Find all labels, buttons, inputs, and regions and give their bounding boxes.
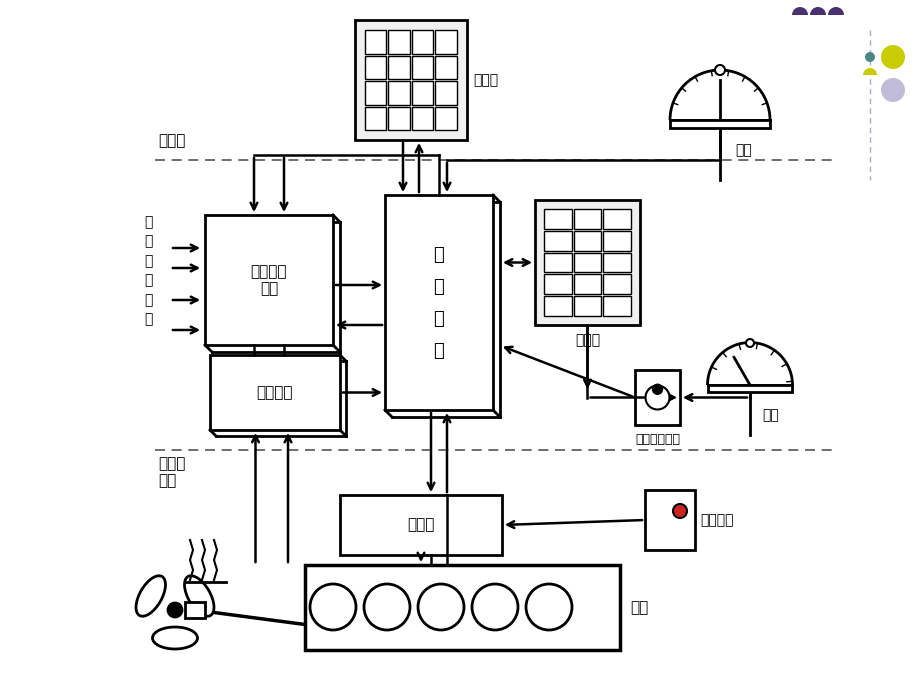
Ellipse shape [153, 627, 198, 649]
Bar [384, 195, 493, 410]
Bar [573, 230, 601, 250]
Bar [435, 55, 457, 79]
Bar [210, 355, 340, 430]
Bar [365, 55, 386, 79]
Bar [603, 296, 630, 316]
Bar [355, 20, 467, 140]
Text: 监控屏: 监控屏 [472, 73, 497, 87]
Bar [573, 296, 601, 316]
Text: 车钟: 车钟 [734, 143, 751, 157]
Circle shape [880, 45, 904, 69]
Wedge shape [791, 7, 807, 15]
Bar [573, 209, 601, 229]
Circle shape [673, 504, 686, 518]
Bar [603, 275, 630, 294]
Bar [388, 55, 410, 79]
Bar [435, 30, 457, 54]
Ellipse shape [136, 575, 165, 616]
Bar [435, 81, 457, 104]
Bar [708, 385, 791, 392]
Bar [412, 81, 433, 104]
Wedge shape [862, 68, 876, 75]
Bar [573, 253, 601, 273]
Bar [543, 296, 571, 316]
Bar [388, 106, 410, 130]
Bar [669, 120, 769, 128]
Bar [603, 230, 630, 250]
Circle shape [310, 584, 356, 630]
Bar [412, 106, 433, 130]
Text: 集控室
机舱: 集控室 机舱 [158, 456, 185, 489]
Bar [634, 370, 679, 425]
Text: 遥
控
装
置: 遥 控 装 置 [433, 246, 444, 359]
Bar [543, 230, 571, 250]
Bar [412, 55, 433, 79]
Circle shape [168, 603, 182, 617]
Bar [412, 30, 433, 54]
Bar [543, 275, 571, 294]
Bar [365, 81, 386, 104]
Text: 安全保护
装置: 安全保护 装置 [251, 264, 287, 296]
Circle shape [745, 339, 754, 347]
Bar [365, 106, 386, 130]
Bar [543, 209, 571, 229]
Text: 驾驶室: 驾驶室 [158, 133, 185, 148]
Wedge shape [809, 7, 825, 15]
Bar [340, 495, 502, 555]
Bar [573, 275, 601, 294]
Text: 测速装置: 测速装置 [256, 385, 293, 400]
Bar [388, 30, 410, 54]
Circle shape [645, 386, 669, 409]
Bar [535, 200, 640, 325]
Bar [603, 209, 630, 229]
Bar [185, 602, 205, 618]
Circle shape [652, 384, 662, 394]
Bar [644, 490, 694, 550]
Text: 操作部位切换: 操作部位切换 [634, 433, 679, 446]
Circle shape [417, 584, 463, 630]
Bar [205, 215, 333, 345]
Text: 主机: 主机 [630, 600, 648, 615]
Text: 机旁操纵: 机旁操纵 [699, 513, 732, 527]
Bar [305, 565, 619, 650]
Circle shape [880, 78, 904, 102]
Wedge shape [827, 7, 843, 15]
Bar [603, 253, 630, 273]
Text: 阀件箱: 阀件箱 [407, 518, 434, 533]
Bar [365, 30, 386, 54]
Circle shape [714, 65, 724, 75]
Text: 主
机
工
况
参
数: 主 机 工 况 参 数 [143, 215, 152, 326]
Ellipse shape [185, 575, 214, 616]
Circle shape [526, 584, 572, 630]
Circle shape [864, 52, 874, 62]
Circle shape [471, 584, 517, 630]
Circle shape [364, 584, 410, 630]
Text: 车钟: 车钟 [761, 408, 777, 422]
Text: 监控屏: 监控屏 [574, 333, 599, 347]
Bar [388, 81, 410, 104]
Bar [435, 106, 457, 130]
Bar [543, 253, 571, 273]
